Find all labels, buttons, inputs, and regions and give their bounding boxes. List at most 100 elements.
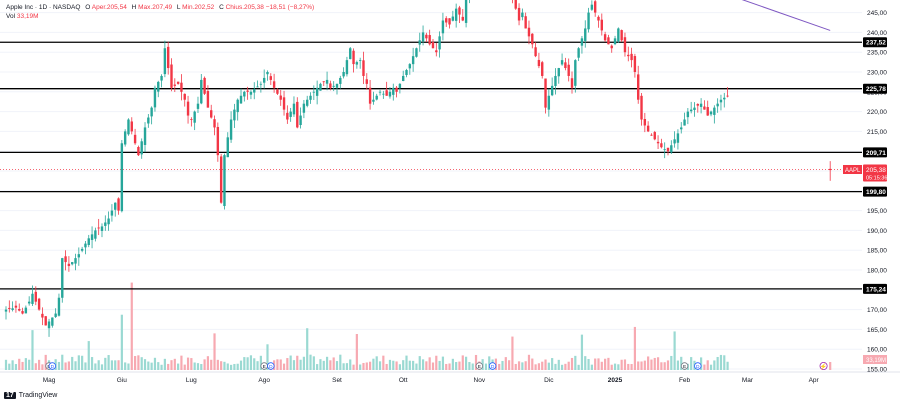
volume-bar (355, 334, 358, 370)
candle-body (673, 139, 676, 144)
time-tick-label: 2025 (608, 377, 623, 384)
trendline (741, 0, 831, 31)
candle-body (302, 103, 306, 113)
candle-body (537, 59, 541, 67)
volume-bar (504, 357, 507, 370)
volume-bar (594, 358, 597, 370)
volume-bar (524, 361, 527, 370)
candle-body (544, 78, 547, 108)
candle-body (120, 143, 124, 212)
volume-tag-bg (863, 355, 887, 364)
candle-body (554, 75, 557, 86)
candle-body (80, 248, 84, 251)
volume-bar (137, 355, 140, 370)
volume-bar (534, 364, 537, 370)
volume-bar (8, 363, 11, 370)
earnings-marker (680, 362, 689, 370)
volume-bar (223, 361, 226, 370)
volume-bar (385, 363, 388, 370)
volume-bar (653, 357, 656, 370)
trendline-segment (741, 0, 831, 31)
volume-bar (61, 354, 64, 370)
candle-body (14, 305, 18, 308)
volume-bar (302, 356, 305, 370)
candle-body (650, 134, 653, 136)
ohlc-open: O Aper.205,54 (85, 4, 127, 11)
candle-body (577, 48, 580, 58)
candle-body (719, 99, 723, 103)
tradingview-logo[interactable]: 17 TradingView (4, 392, 57, 399)
candle-body (67, 263, 71, 267)
candle-body (448, 18, 451, 25)
candle-body (603, 34, 607, 41)
candle-body (676, 133, 680, 143)
volume-bar (157, 362, 160, 370)
candle-body (226, 137, 229, 158)
volume-bar (342, 363, 345, 370)
volume-bar (31, 330, 34, 370)
time-tick-label: Giu (117, 377, 128, 384)
volume-bar (316, 364, 319, 370)
candle-body (398, 83, 402, 88)
volume-bar (81, 355, 84, 370)
candle-body (713, 107, 716, 115)
candle-body (521, 12, 524, 18)
volume-bar (656, 357, 660, 370)
volume-bar (259, 355, 262, 370)
volume-bar (44, 354, 47, 370)
candle-body (279, 95, 282, 100)
candle-body (567, 64, 570, 76)
volume-bar (325, 356, 329, 370)
volume-bar (382, 355, 385, 370)
volume-bar (143, 359, 147, 370)
price-axis[interactable]: 270,00265,00260,00255,00250,00245,00240,… (843, 0, 900, 385)
volume-bar (276, 359, 279, 370)
candle-body (345, 60, 349, 75)
time-tick-label: Mar (742, 377, 754, 384)
time-tick-label: Set (332, 377, 342, 384)
volume-bar (249, 355, 253, 370)
candle-body (4, 309, 8, 312)
candle-body (646, 125, 650, 132)
volume-bar (256, 361, 259, 370)
candle-body (415, 48, 418, 57)
candle-body (431, 42, 435, 49)
candle-body (272, 81, 276, 88)
volume-bar (332, 357, 335, 370)
candle-body (57, 297, 61, 316)
candle-body (428, 35, 431, 45)
time-axis[interactable]: Mag Giu Lug Ago Set Ott Nov Dic 2025 Feb Mar Apr (0, 371, 900, 384)
volume-bar (140, 357, 143, 370)
volume-bar (418, 356, 421, 370)
volume-bar (517, 361, 521, 370)
volume-bar (544, 359, 547, 370)
volume-bar (604, 358, 607, 370)
volume-bar (527, 354, 531, 370)
event-marker-label: D (269, 364, 273, 370)
candle-body (643, 118, 647, 126)
candle-body (527, 27, 531, 37)
volume-bar (127, 363, 130, 370)
volume-bar (643, 360, 646, 370)
candle-body (282, 97, 286, 110)
candle-body (689, 109, 693, 112)
volume-bar (97, 360, 100, 370)
volume-bar (378, 361, 382, 370)
candle-body (699, 103, 703, 107)
volume-bar (362, 362, 365, 370)
candle-body (183, 93, 186, 100)
volume-bar (468, 362, 471, 370)
candle-body (64, 256, 67, 263)
volume-bar (236, 363, 239, 370)
volume-bar (637, 361, 640, 370)
candle-body (517, 7, 521, 21)
candle-body (203, 77, 206, 94)
candle-body (27, 301, 31, 304)
candle-body (315, 87, 319, 96)
volume-bar (369, 361, 372, 370)
candle-body (610, 45, 613, 49)
candle-body (41, 313, 44, 318)
volume-bar (574, 355, 577, 370)
candle-body (680, 127, 683, 130)
